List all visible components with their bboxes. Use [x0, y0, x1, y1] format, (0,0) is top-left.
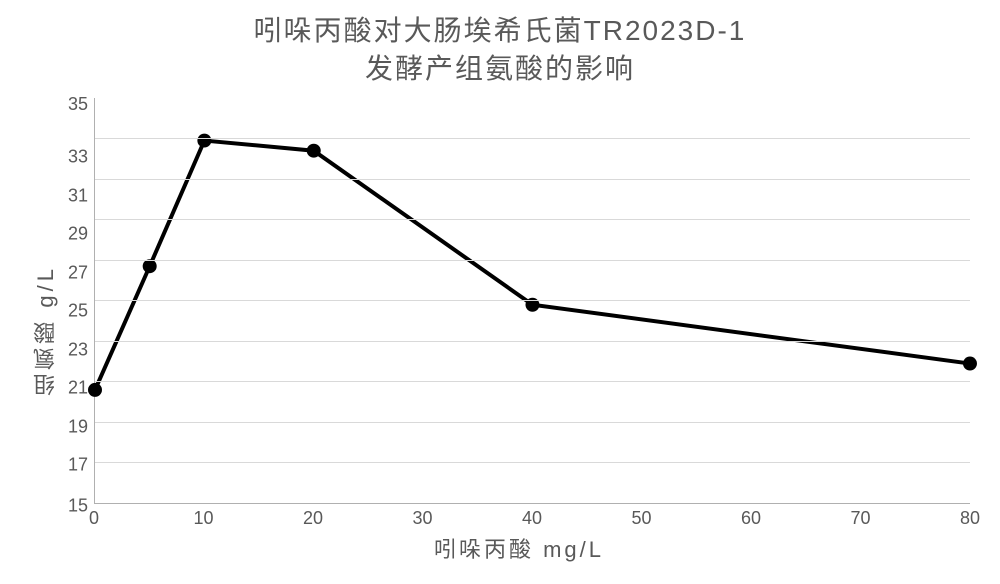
plot-area: [94, 98, 970, 504]
gridline: [95, 179, 970, 180]
data-marker: [963, 356, 977, 370]
y-tick: 29: [68, 224, 88, 245]
x-axis-label: 吲哚丙酸 mg/L: [68, 532, 970, 564]
gridline: [95, 219, 970, 220]
chart-title: 吲哚丙酸对大肠埃希氏菌TR2023D-1 发酵产组氨酸的影响: [254, 12, 747, 88]
y-tick: 27: [68, 262, 88, 283]
x-tick: 70: [850, 508, 870, 529]
x-tick: 80: [960, 508, 980, 529]
gridline: [95, 260, 970, 261]
x-tick: 50: [631, 508, 651, 529]
x-tick: 20: [303, 508, 323, 529]
y-tick: 23: [68, 339, 88, 360]
title-line1: 吲哚丙酸对大肠埃希氏菌TR2023D-1: [254, 15, 747, 46]
x-axis-ticks: 01020304050607080: [94, 504, 970, 530]
x-tick: 30: [413, 508, 433, 529]
y-tick: 19: [68, 416, 88, 437]
y-tick: 21: [68, 378, 88, 399]
gridline: [95, 341, 970, 342]
data-marker: [197, 133, 211, 147]
gridline: [95, 138, 970, 139]
gridline: [95, 300, 970, 301]
title-line2: 发酵产组氨酸的影响: [365, 53, 635, 84]
gridline: [95, 422, 970, 423]
gridline: [95, 462, 970, 463]
y-axis-ticks: 3533312927252321191715: [68, 98, 94, 504]
y-tick: 33: [68, 147, 88, 168]
chart-container: 组氨酸 g/L 3533312927252321191715 010203040…: [30, 98, 970, 564]
x-tick: 60: [741, 508, 761, 529]
y-tick: 31: [68, 185, 88, 206]
x-tick: 40: [522, 508, 542, 529]
x-tick: 10: [194, 508, 214, 529]
gridline: [95, 381, 970, 382]
data-marker: [88, 383, 102, 397]
y-tick: 15: [68, 496, 88, 517]
x-tick: 0: [89, 508, 99, 529]
y-tick: 25: [68, 301, 88, 322]
y-axis-label: 组氨酸 g/L: [30, 265, 62, 396]
data-marker: [143, 259, 157, 273]
data-marker: [307, 143, 321, 157]
data-line: [95, 140, 970, 389]
y-tick: 35: [68, 93, 88, 114]
y-tick: 17: [68, 455, 88, 476]
